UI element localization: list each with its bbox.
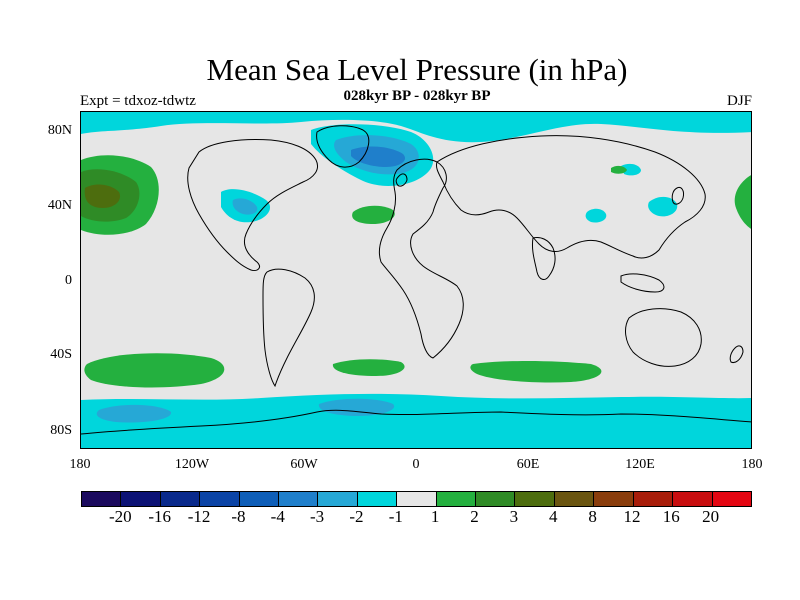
- colorbar-label: -12: [187, 507, 211, 526]
- y-tick-label: 40N: [47, 198, 72, 213]
- siberia-high-region: [611, 165, 627, 174]
- x-tick-label: 120W: [174, 457, 210, 472]
- colorbar-swatch: [357, 492, 398, 506]
- colorbar-label: -4: [270, 507, 285, 526]
- y-tick-label: 40S: [50, 347, 72, 362]
- map-plot: [80, 111, 752, 449]
- colorbar-label: -16: [148, 507, 172, 526]
- x-tick-label: 60W: [290, 457, 318, 472]
- south-pacific-high-band: [84, 353, 225, 388]
- colorbar-label: 8: [588, 507, 597, 526]
- colorbar-label: 20: [702, 507, 720, 526]
- colorbar-swatch: [160, 492, 201, 506]
- colorbar-swatch: [673, 492, 713, 506]
- colorbar-swatch: [279, 492, 319, 506]
- arctic-low-region: [81, 112, 751, 143]
- colorbar-label: -3: [310, 507, 325, 526]
- south-atlantic-low-core: [318, 398, 395, 416]
- north-america-coast: [187, 139, 318, 271]
- season-label: DJF: [726, 93, 752, 109]
- colorbar-label: -20: [109, 507, 132, 526]
- north-pacific-high-center: [84, 184, 121, 208]
- x-tick-label: 0: [412, 457, 420, 472]
- southeast-asia-islands: [620, 273, 665, 293]
- southern-ocean-low-band: [81, 393, 751, 448]
- south-pacific-low-core: [96, 404, 172, 423]
- colorbar-swatch: [633, 492, 674, 506]
- siberia-low-region: [621, 163, 641, 176]
- colorbar-label: 1: [430, 507, 440, 526]
- south-atlantic-high-band: [332, 359, 405, 376]
- colorbar-label: -8: [231, 507, 246, 526]
- colorbar-label: -1: [388, 507, 403, 526]
- australia-coast: [625, 308, 702, 367]
- greenland-coast: [316, 125, 370, 168]
- colorbar-swatch: [554, 492, 595, 506]
- india-coast: [532, 237, 556, 280]
- x-tick-label: 120E: [625, 457, 655, 472]
- y-tick-label: 80S: [50, 423, 72, 438]
- colorbar-swatch: [82, 492, 122, 506]
- colorbar-label: 12: [623, 507, 641, 526]
- chart-title: Mean Sea Level Pressure (in hPa): [206, 52, 628, 87]
- coastlines: [81, 125, 751, 435]
- north-atlantic-low-center: [351, 146, 406, 167]
- asia-coast: [436, 135, 706, 259]
- colorbar: [81, 491, 752, 507]
- y-tick-label: 0: [65, 273, 72, 288]
- colorbar-swatch: [239, 492, 280, 506]
- central-asia-low-region: [585, 208, 607, 223]
- colorbar-swatch: [515, 492, 555, 506]
- y-tick-label: 80N: [47, 123, 72, 138]
- antarctica-coast: [81, 409, 751, 435]
- x-tick-label: 180: [741, 457, 763, 472]
- europe-africa-coast: [378, 158, 464, 359]
- x-tick-label: 60E: [516, 457, 540, 472]
- colorbar-swatch: [318, 492, 358, 506]
- colorbar-swatch: [436, 492, 477, 506]
- colorbar-swatch: [476, 492, 516, 506]
- colorbar-swatch: [200, 492, 240, 506]
- colorbar-label: 2: [470, 507, 479, 526]
- north-america-low-core: [232, 198, 258, 215]
- colorbar-swatch: [594, 492, 634, 506]
- colorbar-label: -2: [349, 507, 364, 526]
- colorbar-swatch: [397, 492, 437, 506]
- japan-coast: [671, 187, 684, 205]
- east-asia-low-region: [648, 196, 678, 217]
- atlantic-high-region: [352, 205, 395, 224]
- south-america-coast: [262, 268, 315, 388]
- colorbar-label: 16: [662, 507, 680, 526]
- uk-coast: [395, 173, 408, 187]
- pressure-anomaly-map: [81, 112, 751, 448]
- colorbar-swatch: [121, 492, 161, 506]
- new-zealand-coast: [729, 345, 744, 363]
- chart-subtitle: 028kyr BP - 028kyr BP: [343, 88, 491, 104]
- north-pacific-high-region-east: [734, 175, 751, 229]
- experiment-label: Expt = tdxoz-tdwtz: [80, 93, 196, 109]
- colorbar-label: 3: [509, 507, 519, 526]
- indian-ocean-high-band: [470, 361, 602, 383]
- colorbar-label: 4: [548, 507, 558, 526]
- x-tick-label: 180: [69, 457, 91, 472]
- colorbar-swatch: [712, 492, 751, 506]
